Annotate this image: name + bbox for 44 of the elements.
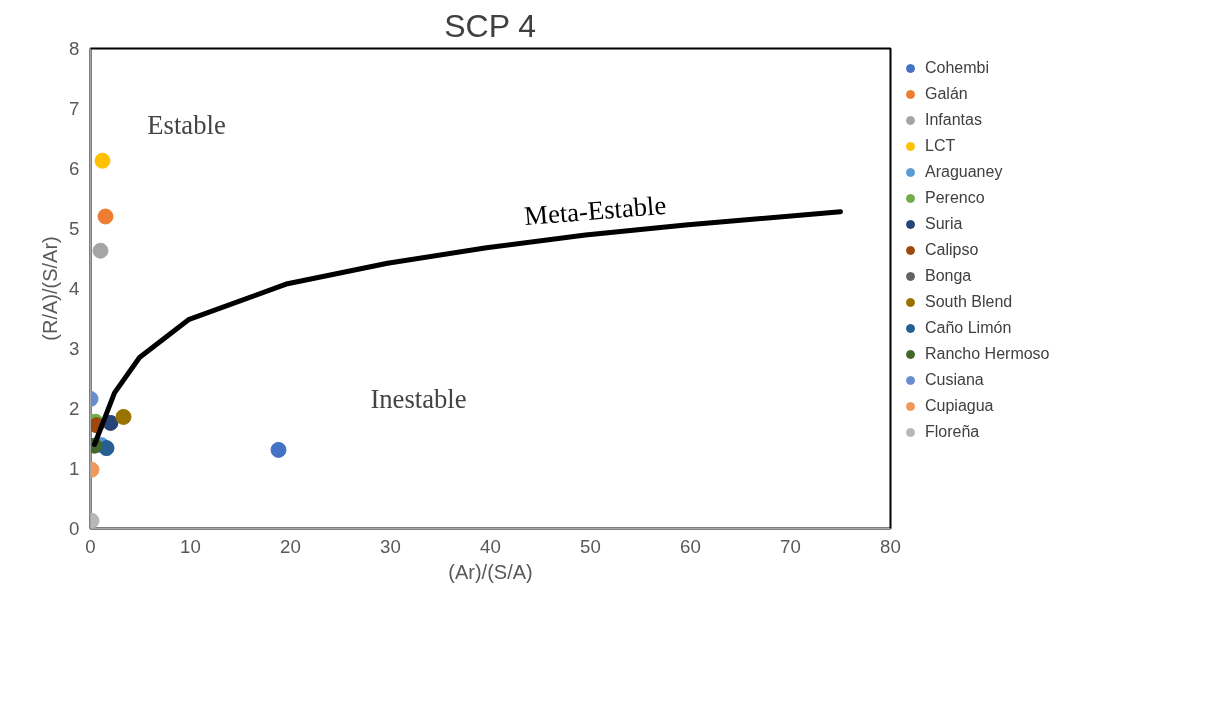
legend-label: LCT (925, 137, 956, 155)
point (92, 242, 109, 259)
point (115, 408, 132, 425)
legend-label: Suria (925, 215, 963, 233)
point (97, 208, 114, 225)
series-label: Meta-Estable (523, 189, 668, 232)
legend-label: South Blend (925, 293, 1013, 311)
y-tick-label: 7 (69, 98, 80, 119)
legend-label: Araguaney (925, 163, 1003, 181)
x-tick-label: 60 (680, 535, 701, 557)
x-tick-label: 20 (280, 535, 301, 557)
x-tick-label: 30 (380, 535, 401, 557)
legend-label: Calipso (925, 241, 979, 259)
point (270, 441, 287, 458)
x-tick-label: 70 (780, 535, 801, 557)
y-tick-label: 4 (69, 278, 80, 299)
annotation: Inestable (370, 383, 467, 414)
legend-label: Bonga (925, 267, 972, 285)
legend-label: Galán (925, 85, 968, 103)
legend-label: Infantas (925, 111, 982, 129)
legend-label: Floreña (925, 423, 980, 441)
y-tick-label: 8 (69, 38, 80, 59)
legend-label: Cusiana (925, 371, 984, 389)
y-tick-label: 1 (69, 458, 80, 479)
legend-label: Rancho Hermoso (925, 345, 1050, 363)
y-tick-label: 0 (69, 518, 80, 539)
y-tick-label: 2 (69, 398, 80, 419)
legend-label: Cohembi (925, 59, 990, 77)
x-tick-label: 80 (880, 535, 901, 557)
y-axis-title: (R/A)/(S/Ar) (39, 236, 62, 341)
y-tick-label: 5 (69, 218, 80, 239)
legend-label: Cupiagua (925, 397, 994, 415)
x-tick-label: 40 (480, 535, 501, 557)
x-tick-label: 10 (180, 535, 201, 557)
x-tick-label: 50 (580, 535, 601, 557)
legend-label: Perenco (925, 189, 985, 207)
x-axis-title: (Ar)/(S/A) (448, 560, 533, 583)
y-tick-label: 3 (69, 338, 80, 359)
x-tick-label: 0 (85, 535, 96, 557)
chart-title: SCP 4 (444, 7, 537, 44)
point (94, 152, 111, 169)
legend-label: Caño Limón (925, 319, 1012, 337)
y-tick-label: 6 (69, 158, 80, 179)
annotation: Estable (147, 110, 226, 141)
